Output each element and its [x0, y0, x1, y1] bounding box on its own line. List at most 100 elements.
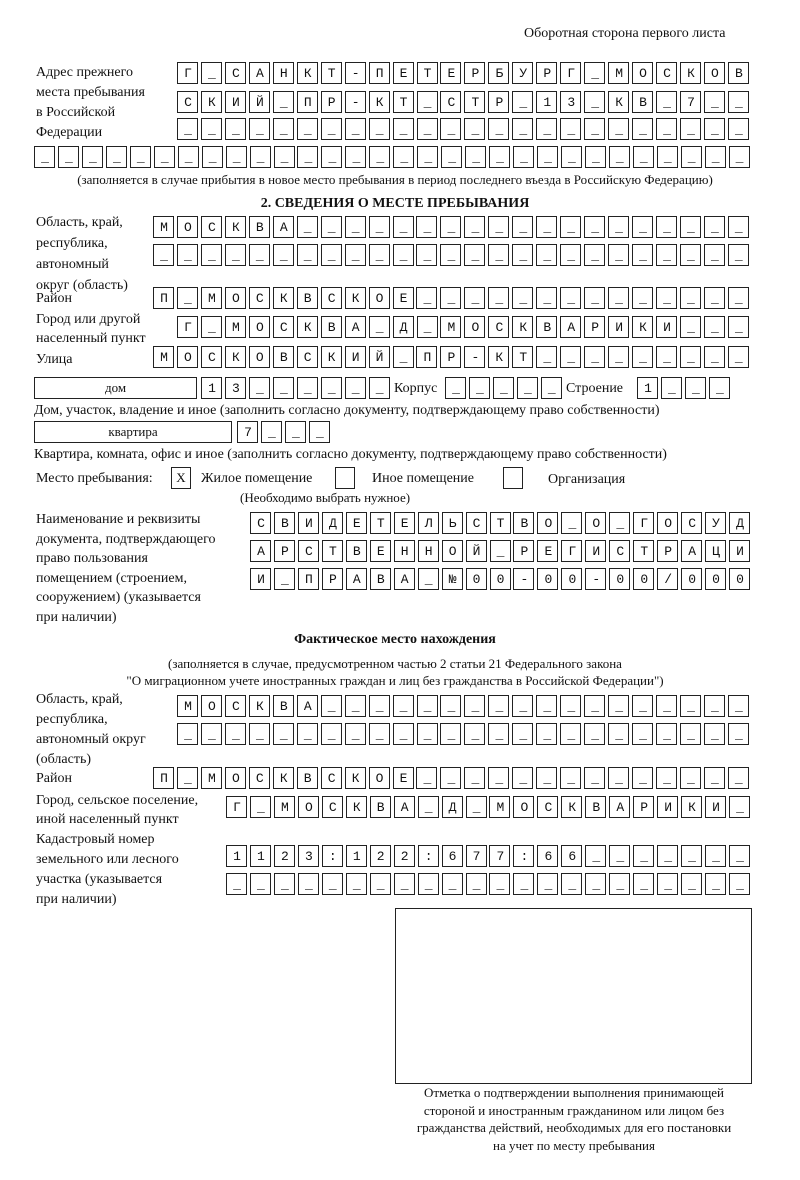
char-cell[interactable]	[417, 873, 439, 895]
char-cell[interactable]	[321, 146, 343, 168]
char-cell[interactable]	[153, 767, 174, 789]
char-cell[interactable]	[703, 118, 725, 140]
char-cell[interactable]	[584, 146, 606, 168]
char-cell[interactable]	[465, 796, 487, 818]
char-cell[interactable]	[297, 873, 319, 895]
char-cell[interactable]	[248, 695, 270, 717]
char-cell[interactable]	[655, 767, 677, 789]
char-cell[interactable]	[705, 540, 727, 562]
char-cell[interactable]	[81, 146, 103, 168]
char-cell[interactable]	[679, 91, 701, 113]
char-cell[interactable]	[489, 540, 511, 562]
char-cell[interactable]	[153, 244, 174, 266]
char-cell[interactable]	[224, 287, 246, 309]
char-cell[interactable]	[728, 146, 750, 168]
char-cell[interactable]	[176, 244, 198, 266]
char-cell[interactable]	[464, 244, 486, 266]
char-cell[interactable]	[345, 873, 367, 895]
char-cell[interactable]	[177, 316, 198, 338]
char-cell[interactable]	[536, 767, 558, 789]
char-cell[interactable]	[727, 244, 749, 266]
char-cell[interactable]	[440, 767, 462, 789]
char-cell[interactable]	[513, 512, 535, 534]
char-cell[interactable]	[248, 91, 270, 113]
char-cell[interactable]	[705, 512, 727, 534]
char-cell[interactable]	[320, 62, 342, 84]
char-cell[interactable]	[536, 91, 558, 113]
char-cell[interactable]	[584, 316, 606, 338]
char-cell[interactable]	[655, 216, 677, 238]
char-cell[interactable]	[703, 767, 725, 789]
char-cell[interactable]	[705, 845, 726, 867]
char-cell[interactable]	[584, 695, 606, 717]
char-cell[interactable]	[368, 723, 390, 745]
char-cell[interactable]	[297, 568, 319, 590]
char-cell[interactable]	[512, 287, 534, 309]
char-cell[interactable]	[632, 118, 654, 140]
char-cell[interactable]	[609, 568, 631, 590]
char-cell[interactable]	[224, 62, 246, 84]
char-cell[interactable]	[344, 346, 366, 368]
char-cell[interactable]	[369, 146, 391, 168]
char-cell[interactable]	[608, 62, 630, 84]
char-cell[interactable]	[417, 845, 439, 867]
char-cell[interactable]	[320, 91, 342, 113]
char-cell[interactable]	[608, 723, 630, 745]
char-cell[interactable]	[536, 244, 558, 266]
char-cell[interactable]	[464, 723, 486, 745]
char-cell[interactable]	[296, 62, 318, 84]
char-cell[interactable]	[536, 287, 558, 309]
char-cell[interactable]	[441, 568, 463, 590]
char-cell[interactable]	[416, 767, 438, 789]
char-cell[interactable]	[368, 216, 390, 238]
char-cell[interactable]	[584, 244, 606, 266]
char-cell[interactable]	[272, 287, 294, 309]
char-cell[interactable]	[512, 62, 534, 84]
char-cell[interactable]	[727, 316, 749, 338]
char-cell[interactable]	[489, 873, 511, 895]
char-cell[interactable]	[464, 767, 486, 789]
char-cell[interactable]	[656, 695, 677, 717]
char-cell[interactable]	[392, 346, 414, 368]
char-cell[interactable]	[464, 695, 486, 717]
char-cell[interactable]	[320, 695, 342, 717]
char-cell[interactable]	[440, 244, 462, 266]
char-cell[interactable]	[273, 845, 295, 867]
char-cell[interactable]	[464, 216, 486, 238]
stay-option-residential-checkbox[interactable]: X	[171, 467, 191, 489]
char-cell[interactable]	[200, 244, 222, 266]
char-cell[interactable]	[465, 146, 487, 168]
char-cell[interactable]	[464, 91, 486, 113]
char-cell[interactable]	[368, 244, 390, 266]
char-cell[interactable]	[489, 796, 511, 818]
char-cell[interactable]	[656, 316, 677, 338]
char-cell[interactable]	[368, 287, 390, 309]
char-cell[interactable]	[727, 723, 749, 745]
char-cell[interactable]	[512, 767, 534, 789]
char-cell[interactable]	[540, 377, 562, 399]
char-cell[interactable]	[679, 216, 701, 238]
char-cell[interactable]	[489, 845, 511, 867]
char-cell[interactable]	[703, 346, 725, 368]
char-cell[interactable]	[681, 540, 703, 562]
char-cell[interactable]	[727, 62, 749, 84]
char-cell[interactable]	[657, 568, 679, 590]
char-cell[interactable]	[609, 873, 631, 895]
char-cell[interactable]	[368, 346, 390, 368]
char-cell[interactable]	[249, 796, 271, 818]
char-cell[interactable]	[584, 91, 606, 113]
char-cell[interactable]	[536, 695, 558, 717]
char-cell[interactable]	[703, 695, 725, 717]
char-cell[interactable]	[633, 873, 655, 895]
char-cell[interactable]	[153, 146, 175, 168]
char-cell[interactable]	[176, 287, 198, 309]
char-cell[interactable]	[656, 91, 677, 113]
char-cell[interactable]	[684, 377, 706, 399]
char-cell[interactable]	[345, 568, 367, 590]
char-cell[interactable]	[703, 244, 725, 266]
char-cell[interactable]	[560, 287, 582, 309]
char-cell[interactable]	[224, 91, 246, 113]
apt-type-field[interactable]: квартира	[34, 421, 232, 443]
char-cell[interactable]	[681, 845, 703, 867]
char-cell[interactable]	[703, 216, 725, 238]
